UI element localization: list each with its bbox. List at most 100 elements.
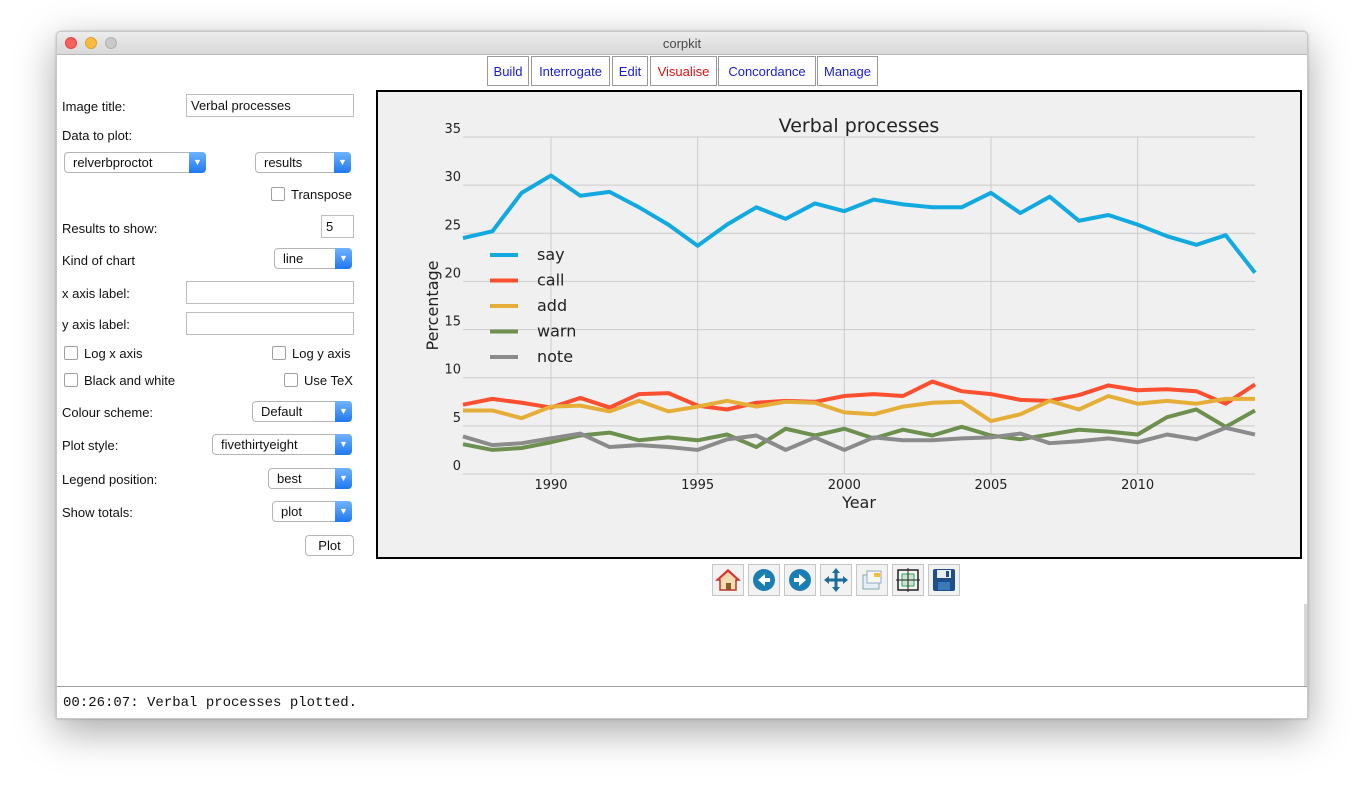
plot-button[interactable]: Plot <box>305 535 354 556</box>
plot-style-select[interactable]: fivethirtyeight ▼ <box>212 434 352 455</box>
app-window: corpkit Build Interrogate Edit Visualise… <box>56 31 1308 719</box>
tab-visualise[interactable]: Visualise <box>650 56 717 86</box>
y-tick-label: 5 <box>453 411 461 426</box>
tab-concordance[interactable]: Concordance <box>718 56 816 86</box>
pan-icon <box>824 568 848 592</box>
show-totals-select[interactable]: plot ▼ <box>272 501 352 522</box>
series-line-say <box>462 173 1257 274</box>
transpose-label: Transpose <box>291 187 352 202</box>
plot-options-panel: Image title: Verbal processes Data to pl… <box>57 90 367 630</box>
checkbox-box <box>284 373 298 387</box>
show-totals-label: Show totals: <box>62 505 133 520</box>
y-tick-label: 15 <box>444 315 461 330</box>
black-and-white-label: Black and white <box>84 373 176 388</box>
legend-position-select[interactable]: best ▼ <box>268 468 352 489</box>
y-tick-label: 25 <box>444 218 461 233</box>
home-button[interactable] <box>712 564 744 596</box>
black-and-white-checkbox[interactable]: Black and white <box>64 373 175 389</box>
configure-subplots-button[interactable] <box>892 564 924 596</box>
x-tick-label: 1995 <box>681 478 714 493</box>
kind-of-chart-select[interactable]: line ▼ <box>274 248 352 269</box>
save-button[interactable] <box>928 564 960 596</box>
scrollbar[interactable] <box>1304 604 1307 686</box>
plot-canvas[interactable]: 0 5 10 15 20 25 30 35 1990 1995 2000 2005 2010 Verbal… <box>376 90 1302 559</box>
x-axis-label-input[interactable] <box>186 281 354 304</box>
transpose-checkbox[interactable]: Transpose <box>271 187 352 203</box>
y-axis-label-input[interactable] <box>186 312 354 335</box>
legend-label-warn: warn <box>537 322 576 341</box>
zoom-button[interactable] <box>856 564 888 596</box>
legend-position-label: Legend position: <box>62 472 158 487</box>
x-axis-label-label: x axis label: <box>62 286 130 301</box>
series-line-call <box>462 379 1257 412</box>
log-x-label: Log x axis <box>84 346 143 361</box>
y-tick-label: 35 <box>444 122 461 137</box>
log-y-checkbox[interactable]: Log y axis <box>272 346 351 362</box>
pan-button[interactable] <box>820 564 852 596</box>
colour-scheme-select[interactable]: Default ▼ <box>252 401 352 422</box>
y-tick-label: 0 <box>453 459 461 474</box>
y-tick-label: 20 <box>444 266 461 281</box>
data-subselect[interactable]: results ▼ <box>255 152 351 173</box>
legend-position-value: best <box>277 471 302 486</box>
use-tex-label: Use TeX <box>304 373 353 388</box>
chevron-down-icon: ▼ <box>335 501 352 522</box>
data-select-value: relverbproctot <box>73 155 153 170</box>
x-tick-label: 2000 <box>828 478 861 493</box>
chart-title: Verbal processes <box>779 115 940 137</box>
close-window-button[interactable] <box>65 37 77 49</box>
tab-interrogate[interactable]: Interrogate <box>531 56 610 86</box>
use-tex-checkbox[interactable]: Use TeX <box>284 373 353 389</box>
legend-label-note: note <box>537 347 573 366</box>
log-y-label: Log y axis <box>292 346 351 361</box>
chevron-down-icon: ▼ <box>335 468 352 489</box>
results-to-show-input[interactable]: 5 <box>321 215 354 238</box>
legend-label-add: add <box>537 296 567 315</box>
zoom-window-button[interactable] <box>105 37 117 49</box>
legend-label-call: call <box>537 271 565 290</box>
colour-scheme-value: Default <box>261 404 303 419</box>
save-icon <box>933 569 955 591</box>
show-totals-value: plot <box>281 504 302 519</box>
tab-manage[interactable]: Manage <box>817 56 878 86</box>
chevron-down-icon: ▼ <box>335 248 352 269</box>
home-icon <box>715 568 741 591</box>
colour-scheme-label: Colour scheme: <box>62 405 154 420</box>
configure-subplots-icon <box>896 568 920 592</box>
chevron-down-icon: ▼ <box>335 401 352 422</box>
series-line-note <box>462 425 1256 452</box>
back-button[interactable] <box>748 564 780 596</box>
kind-of-chart-value: line <box>283 251 304 266</box>
chevron-down-icon: ▼ <box>334 152 351 173</box>
window-title: corpkit <box>662 36 702 51</box>
checkbox-box <box>272 346 286 360</box>
chevron-down-icon: ▼ <box>189 152 206 173</box>
y-axis-label-label: y axis label: <box>62 317 130 332</box>
forward-button[interactable] <box>784 564 816 596</box>
forward-icon <box>789 569 811 591</box>
legend-label-say: say <box>537 245 565 264</box>
chevron-down-icon: ▼ <box>335 434 352 455</box>
title-bar: corpkit <box>57 32 1307 55</box>
results-to-show-label: Results to show: <box>62 221 158 236</box>
kind-of-chart-label: Kind of chart <box>62 253 135 268</box>
data-select[interactable]: relverbproctot ▼ <box>64 152 206 173</box>
x-tick-label: 2010 <box>1121 478 1154 493</box>
checkbox-box <box>271 187 285 201</box>
x-tick-label: 1990 <box>534 478 567 493</box>
tab-build[interactable]: Build <box>487 56 529 86</box>
plot-background <box>378 92 1300 557</box>
series-line-warn <box>462 407 1256 452</box>
log-x-checkbox[interactable]: Log x axis <box>64 346 143 362</box>
image-title-input[interactable]: Verbal processes <box>186 94 354 117</box>
image-title-label: Image title: <box>62 99 126 114</box>
minimize-window-button[interactable] <box>85 37 97 49</box>
x-tick-label: 2005 <box>974 478 1007 493</box>
plot-style-label: Plot style: <box>62 438 119 453</box>
tab-edit[interactable]: Edit <box>612 56 648 86</box>
y-tick-label: 30 <box>444 170 461 185</box>
status-bar: 00:26:07: Verbal processes plotted. <box>57 686 1307 718</box>
series-line-add <box>463 394 1255 424</box>
x-axis-title: Year <box>841 493 876 512</box>
checkbox-box <box>64 346 78 360</box>
